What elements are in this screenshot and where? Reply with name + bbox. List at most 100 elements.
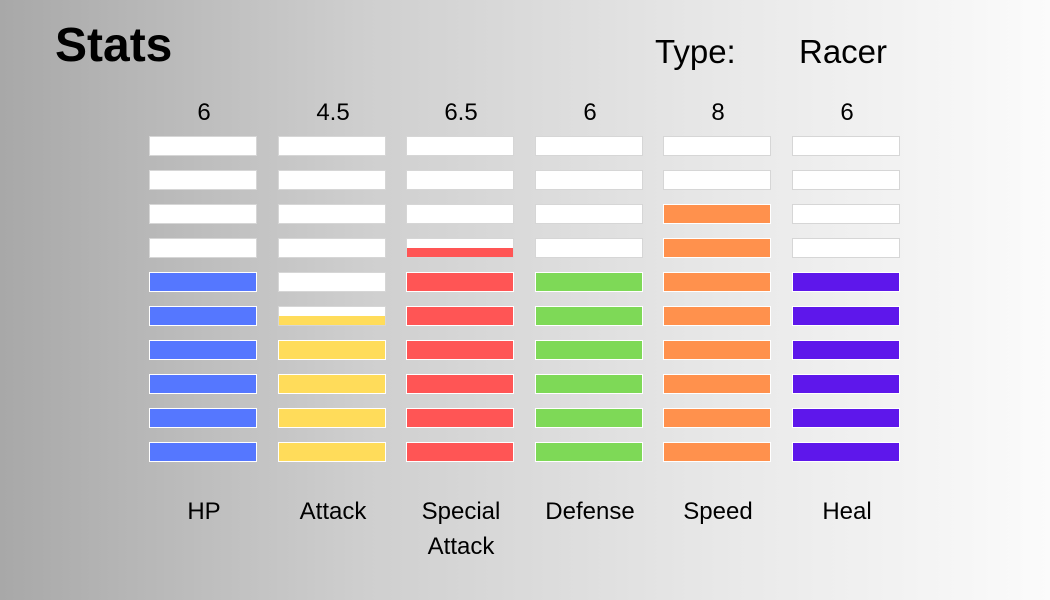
stat-column-special-attack: 6.5 Special Attack	[406, 0, 516, 600]
stats-title: Stats	[55, 19, 173, 72]
stat-bar-fill	[279, 409, 385, 427]
stat-bar-fill	[536, 443, 642, 461]
stat-bar-segment	[535, 272, 643, 292]
stat-bar-segment	[792, 170, 900, 190]
stat-bar-fill	[279, 316, 385, 325]
stat-bar-segment	[663, 170, 771, 190]
stat-bar-segment	[278, 408, 386, 428]
stat-bar-fill	[793, 375, 899, 393]
stat-bar-fill	[407, 443, 513, 461]
type-value: Racer	[799, 33, 888, 70]
stat-bar-segment	[535, 408, 643, 428]
stat-bar-segment	[792, 238, 900, 258]
stat-bar-segment	[149, 272, 257, 292]
stat-bar-segment	[792, 408, 900, 428]
stat-bar-segment	[792, 306, 900, 326]
stat-bar-segment	[149, 136, 257, 156]
stat-value: 6	[840, 99, 854, 126]
stat-bar-fill	[793, 273, 899, 291]
stat-bar-segment	[149, 170, 257, 190]
stat-bar-segment	[792, 442, 900, 462]
stat-bar-fill	[279, 443, 385, 461]
stat-bar-segment	[278, 306, 386, 326]
stat-bar-segment	[792, 272, 900, 292]
stat-bar-segment	[406, 170, 514, 190]
stat-bar-fill	[150, 375, 256, 393]
stat-bar-segment	[663, 272, 771, 292]
stat-bar-fill	[664, 307, 770, 325]
stat-bar-segment	[792, 204, 900, 224]
stat-bar-fill	[150, 341, 256, 359]
stat-bar-segment	[663, 306, 771, 326]
stat-bar-segment	[149, 306, 257, 326]
stat-bar-segment	[278, 238, 386, 258]
stat-bar-segment	[278, 272, 386, 292]
stat-column-speed: 8 Speed	[663, 0, 773, 600]
stat-bar-fill	[793, 443, 899, 461]
stat-bar-segment	[535, 170, 643, 190]
stat-column-attack: 4.5 Attack	[278, 0, 388, 600]
stat-bar-fill	[536, 375, 642, 393]
stat-bar-segment	[406, 306, 514, 326]
stat-bar-segment	[406, 408, 514, 428]
stat-bar-segment	[535, 374, 643, 394]
stat-column-hp: 6 HP	[149, 0, 259, 600]
stat-bar-segment	[535, 340, 643, 360]
stat-bar-fill	[664, 443, 770, 461]
stat-bar-segment	[663, 238, 771, 258]
stat-bar-segment	[149, 374, 257, 394]
stat-bar-fill	[664, 341, 770, 359]
stat-bar-segment	[792, 136, 900, 156]
stat-value: 6	[197, 99, 211, 126]
stat-bar-segment	[278, 442, 386, 462]
stat-bar-fill	[664, 273, 770, 291]
stat-bar-fill	[536, 409, 642, 427]
stat-bar-fill	[407, 341, 513, 359]
stat-name: Defense	[545, 498, 635, 525]
stat-bar-fill	[150, 307, 256, 325]
stat-column-heal: 6 Heal	[792, 0, 902, 600]
stat-bar-segment	[406, 340, 514, 360]
stat-bar-segment	[406, 238, 514, 258]
stat-bar-fill	[664, 239, 770, 257]
stat-bar-segment	[535, 204, 643, 224]
stat-name: Special Attack	[421, 498, 501, 560]
stat-name: Attack	[299, 498, 367, 525]
stat-value: 8	[711, 99, 725, 126]
stat-name: Heal	[822, 498, 872, 525]
stat-bar-fill	[793, 341, 899, 359]
stat-bar-fill	[536, 341, 642, 359]
stat-bar-segment	[278, 374, 386, 394]
stat-bar-segment	[406, 272, 514, 292]
stat-bar-fill	[793, 409, 899, 427]
stat-bar-segment	[535, 442, 643, 462]
stat-bar-segment	[663, 442, 771, 462]
stat-bar-segment	[149, 238, 257, 258]
stat-bar-fill	[407, 307, 513, 325]
stat-bar-segment	[278, 170, 386, 190]
stat-bar-fill	[407, 375, 513, 393]
stat-value: 4.5	[316, 99, 350, 126]
stat-bar-fill	[793, 307, 899, 325]
stat-bar-segment	[149, 442, 257, 462]
stat-name: HP	[187, 498, 221, 525]
stat-bar-segment	[535, 136, 643, 156]
stat-bar-segment	[535, 238, 643, 258]
stat-bar-fill	[150, 409, 256, 427]
stat-bar-segment	[149, 340, 257, 360]
stat-bar-fill	[407, 409, 513, 427]
stat-bar-segment	[278, 340, 386, 360]
stat-bar-segment	[406, 442, 514, 462]
stat-bar-fill	[664, 409, 770, 427]
stat-bar-segment	[149, 204, 257, 224]
stat-bar-segment	[663, 374, 771, 394]
stat-bar-segment	[792, 374, 900, 394]
stat-bar-segment	[663, 204, 771, 224]
stat-bar-segment	[535, 306, 643, 326]
stat-bar-segment	[663, 136, 771, 156]
stat-bar-fill	[150, 443, 256, 461]
stat-bar-fill	[279, 341, 385, 359]
stat-value: 6.5	[444, 99, 478, 126]
stat-name: Speed	[683, 498, 753, 525]
stat-bar-fill	[407, 273, 513, 291]
